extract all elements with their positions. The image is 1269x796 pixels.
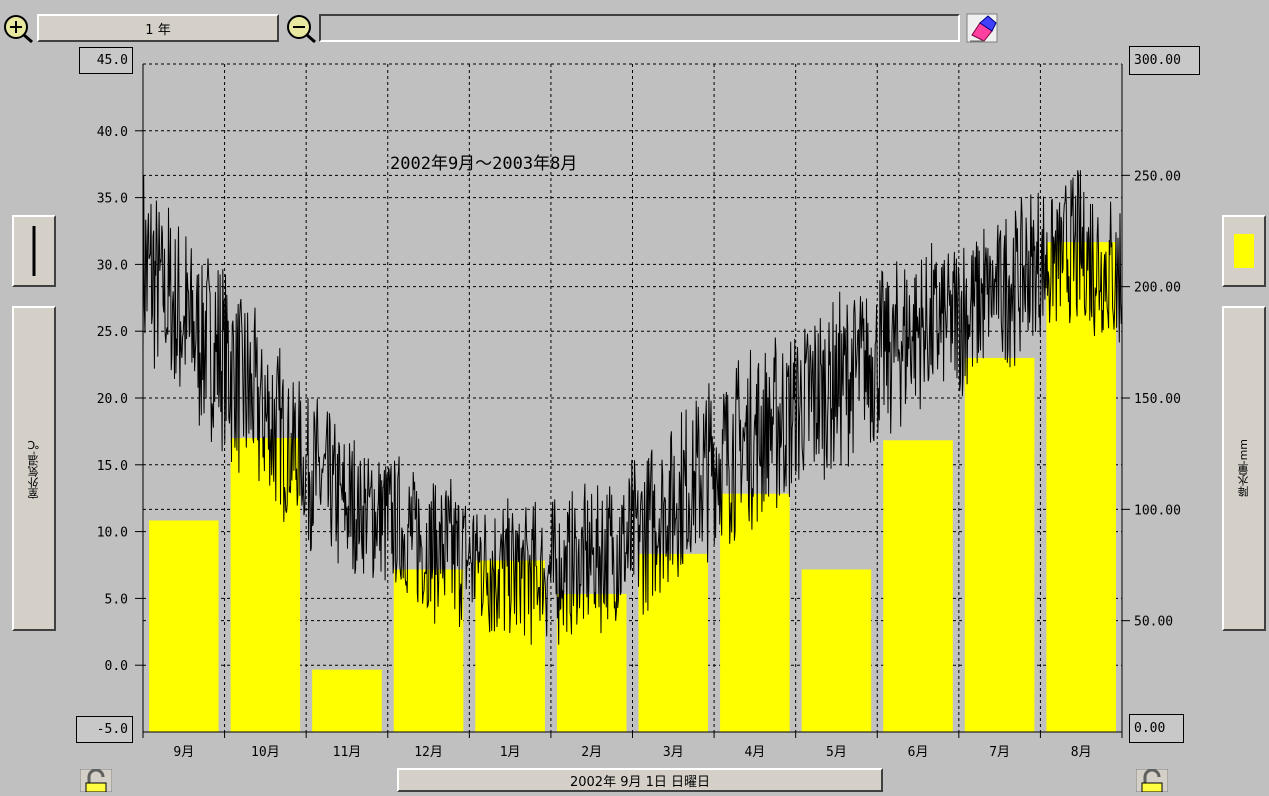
left-tick-label: 0.0 bbox=[105, 659, 128, 674]
x-tick-label: 8月 bbox=[1071, 745, 1092, 760]
bar-5月 bbox=[801, 569, 872, 732]
search-field[interactable] bbox=[319, 14, 960, 42]
left-tick-label: 15.0 bbox=[97, 459, 128, 474]
right-series-button[interactable] bbox=[1222, 215, 1266, 287]
lock-icon bbox=[1135, 768, 1169, 793]
right-tick-label: 150.00 bbox=[1134, 392, 1181, 407]
left-axis-label: 室外気温-℃ bbox=[27, 438, 40, 499]
bar-10月 bbox=[230, 438, 301, 732]
zoom-out-icon bbox=[287, 14, 316, 43]
left-series-button[interactable] bbox=[12, 215, 56, 287]
x-tick-label: 12月 bbox=[414, 745, 443, 760]
left-axis-label-panel[interactable]: 室外気温-℃ bbox=[12, 306, 56, 631]
bar-1月 bbox=[475, 560, 545, 732]
x-tick-label: 1月 bbox=[500, 745, 521, 760]
x-tick-label: 4月 bbox=[744, 745, 765, 760]
date-label: 2002年 9月 1日 日曜日 bbox=[569, 774, 711, 790]
eraser-icon bbox=[966, 13, 998, 42]
line-series-icon bbox=[32, 226, 36, 276]
bar-11月 bbox=[312, 669, 382, 732]
left-tick-label: 5.0 bbox=[105, 592, 128, 607]
period-label: 1 年 bbox=[145, 22, 171, 38]
right-lock-button[interactable] bbox=[1135, 768, 1169, 793]
x-tick-label: 11月 bbox=[333, 745, 362, 760]
zoom-in-icon bbox=[4, 14, 33, 43]
eraser-button[interactable] bbox=[965, 12, 999, 43]
left-tick-label: 30.0 bbox=[97, 258, 128, 273]
zoom-in-button[interactable] bbox=[0, 12, 34, 43]
x-tick-label: 10月 bbox=[251, 745, 280, 760]
left-tick-label: 10.0 bbox=[97, 526, 128, 541]
x-tick-label: 9月 bbox=[173, 745, 194, 760]
left-tick-label: 25.0 bbox=[97, 325, 128, 340]
bar-7月 bbox=[964, 357, 1035, 732]
right-axis-max[interactable]: 300.00 bbox=[1129, 46, 1200, 75]
right-tick-label: 100.00 bbox=[1134, 503, 1181, 518]
bar-6月 bbox=[883, 440, 953, 732]
right-tick-label: 50.00 bbox=[1134, 615, 1173, 630]
right-tick-label: 250.00 bbox=[1134, 169, 1181, 184]
zoom-out-button[interactable] bbox=[283, 12, 317, 43]
bar-3月 bbox=[638, 553, 709, 732]
x-tick-label: 2月 bbox=[581, 745, 602, 760]
right-axis-min[interactable]: 0.00 bbox=[1129, 714, 1184, 743]
right-axis-label: 降水量-mm bbox=[1237, 439, 1250, 498]
right-axis-label-panel[interactable]: 降水量-mm bbox=[1222, 306, 1266, 631]
date-display[interactable]: 2002年 9月 1日 日曜日 bbox=[397, 768, 883, 792]
x-tick-label: 5月 bbox=[826, 745, 847, 760]
bar-4月 bbox=[720, 493, 790, 732]
plot-area bbox=[143, 64, 1122, 732]
bar-9月 bbox=[149, 520, 219, 732]
chart-title: 2002年9月～2003年8月 bbox=[390, 154, 577, 174]
x-tick-label: 7月 bbox=[989, 745, 1010, 760]
lock-icon bbox=[79, 768, 113, 793]
x-tick-label: 3月 bbox=[663, 745, 684, 760]
period-button[interactable]: 1 年 bbox=[37, 14, 279, 42]
left-lock-button[interactable] bbox=[79, 768, 113, 793]
left-tick-label: 20.0 bbox=[97, 392, 128, 407]
left-axis-min[interactable]: -5.0 bbox=[76, 716, 133, 743]
bar-series-icon bbox=[1234, 234, 1254, 268]
left-tick-label: 40.0 bbox=[97, 125, 128, 140]
bar-8月 bbox=[1046, 242, 1116, 732]
temperature-line bbox=[142, 170, 1123, 645]
bar-2月 bbox=[556, 593, 627, 732]
x-tick-label: 6月 bbox=[908, 745, 929, 760]
left-axis-max[interactable]: 45.0 bbox=[79, 47, 133, 74]
left-tick-label: 35.0 bbox=[97, 192, 128, 207]
bar-12月 bbox=[393, 569, 464, 732]
right-tick-label: 200.00 bbox=[1134, 281, 1181, 296]
